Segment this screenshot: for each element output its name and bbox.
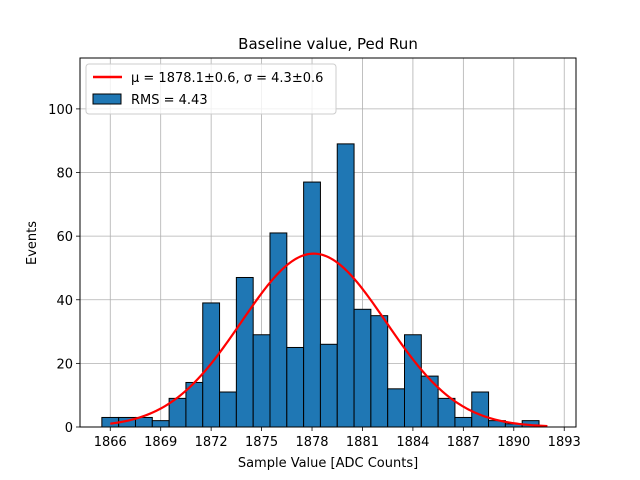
y-tick-label: 20 bbox=[56, 357, 73, 372]
x-axis-ticks: 1866 1869 1872 1875 1878 1881 1884 1887 1890 1893 bbox=[94, 427, 581, 450]
histogram-bar bbox=[387, 388, 406, 428]
legend-histogram-swatch bbox=[92, 93, 122, 105]
histogram-bar bbox=[353, 308, 372, 428]
y-tick-label: 100 bbox=[48, 103, 73, 118]
y-tick-label: 60 bbox=[56, 230, 73, 245]
x-axis-title: Sample Value [ADC Counts] bbox=[238, 456, 418, 471]
x-tick-label: 1893 bbox=[548, 435, 581, 450]
legend-fit-label: μ = 1878.1±0.6, σ = 4.3±0.6 bbox=[131, 71, 323, 86]
legend: μ = 1878.1±0.6, σ = 4.3±0.6 RMS = 4.43 bbox=[85, 63, 337, 115]
x-tick-label: 1884 bbox=[396, 435, 429, 450]
histogram-bar bbox=[269, 232, 288, 428]
histogram-bar bbox=[151, 420, 170, 428]
histogram-bar bbox=[319, 343, 338, 428]
histogram-bar bbox=[370, 315, 389, 428]
histogram-bar bbox=[404, 334, 422, 428]
histogram-bar bbox=[471, 391, 490, 428]
y-axis-ticks: 0 20 40 60 80 100 bbox=[48, 103, 80, 436]
plot-frame bbox=[79, 57, 577, 428]
fit-curve-layer bbox=[110, 252, 548, 428]
y-tick-label: 40 bbox=[56, 294, 73, 309]
x-tick-label: 1875 bbox=[245, 435, 278, 450]
x-tick-label: 1881 bbox=[346, 435, 379, 450]
histogram-bar bbox=[336, 143, 355, 428]
chart-title: Baseline value, Ped Run bbox=[238, 35, 418, 53]
legend-histogram-label: RMS = 4.43 bbox=[131, 93, 208, 108]
histogram-bars bbox=[101, 143, 540, 428]
histogram-bar bbox=[235, 276, 254, 428]
x-tick-label: 1887 bbox=[447, 435, 480, 450]
gaussian-fit-curve bbox=[110, 252, 548, 428]
x-tick-label: 1872 bbox=[195, 435, 228, 450]
histogram-bar bbox=[252, 334, 271, 428]
legend-box bbox=[85, 63, 337, 115]
histogram-bar bbox=[219, 391, 237, 428]
histogram-bar bbox=[437, 397, 456, 428]
y-tick-label: 80 bbox=[56, 167, 73, 182]
histogram-bar bbox=[303, 181, 321, 428]
y-axis-title: Events bbox=[25, 221, 40, 265]
x-tick-label: 1869 bbox=[144, 435, 177, 450]
x-tick-label: 1890 bbox=[497, 435, 530, 450]
histogram-bar bbox=[286, 346, 305, 428]
x-tick-label: 1866 bbox=[94, 435, 127, 450]
x-tick-label: 1878 bbox=[295, 435, 328, 450]
histogram-bar bbox=[454, 416, 473, 428]
y-tick-label: 0 bbox=[65, 421, 73, 436]
